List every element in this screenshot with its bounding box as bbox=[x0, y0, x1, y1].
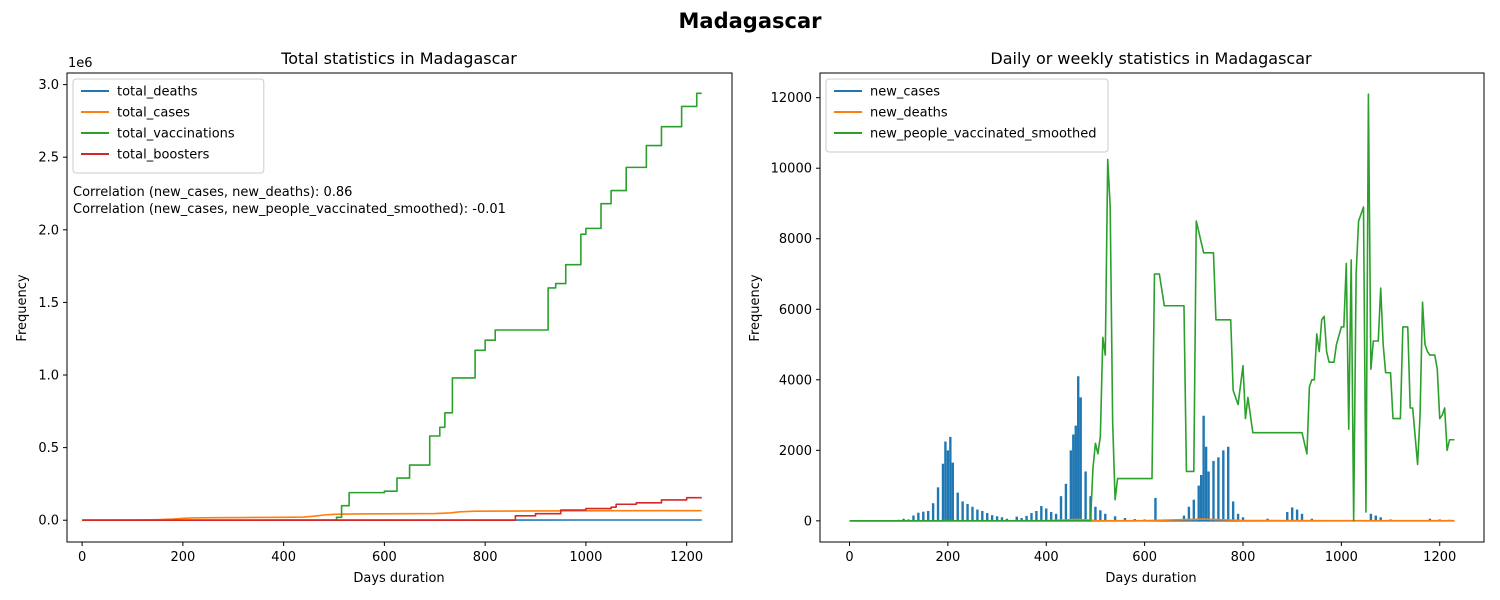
y-tick-label: 2.5 bbox=[38, 151, 59, 166]
x-tick-label: 400 bbox=[271, 550, 296, 565]
series-line-total-boosters bbox=[82, 496, 702, 522]
x-tick-label: 0 bbox=[845, 550, 853, 565]
x-tick-label: 1000 bbox=[569, 550, 602, 565]
y-tick-label: 8000 bbox=[779, 232, 812, 247]
panel-title-daily: Daily or weekly statistics in Madagascar bbox=[990, 49, 1312, 68]
daily-statistics-panel: Daily or weekly statistics in Madagascar… bbox=[748, 49, 1485, 586]
x-axis-label-daily: Days duration bbox=[1105, 571, 1196, 586]
y-tick-label: 3.0 bbox=[38, 78, 59, 93]
y-tick-label: 4000 bbox=[779, 373, 812, 388]
annotation-correlation-vaccinated: Correlation (new_cases, new_people_vacci… bbox=[73, 202, 506, 217]
figure-title: Madagascar bbox=[679, 9, 823, 33]
x-axis-label-total: Days duration bbox=[353, 571, 444, 586]
x-tick-label: 600 bbox=[1132, 550, 1157, 565]
y-tick-label: 6000 bbox=[779, 303, 812, 318]
series-line-new-people-vaccinated-smoothed bbox=[849, 93, 1455, 522]
y-tick-label: 0 bbox=[804, 514, 812, 529]
legend-label: total_cases bbox=[117, 106, 190, 121]
y-tick-label: 0.0 bbox=[38, 514, 59, 529]
plot-area bbox=[82, 92, 702, 522]
annotation-correlation-deaths: Correlation (new_cases, new_deaths): 0.8… bbox=[73, 185, 352, 200]
legend-label: new_cases bbox=[870, 85, 940, 100]
y-tick-label: 0.5 bbox=[38, 441, 59, 456]
x-tick-label: 1000 bbox=[1325, 550, 1358, 565]
series-line-total-cases bbox=[82, 509, 702, 522]
legend-label: total_boosters bbox=[117, 148, 210, 163]
x-tick-label: 800 bbox=[1231, 550, 1256, 565]
legend-label: total_deaths bbox=[117, 85, 198, 100]
y-tick-label: 2000 bbox=[779, 444, 812, 459]
total-statistics-panel: Total statistics in Madagascar 1e6 Days … bbox=[15, 49, 733, 586]
y-offset-label: 1e6 bbox=[68, 56, 93, 71]
panel-title-total: Total statistics in Madagascar bbox=[280, 49, 517, 68]
x-tick-label: 200 bbox=[935, 550, 960, 565]
axes-frame bbox=[819, 72, 1485, 543]
axes-frame bbox=[66, 72, 733, 543]
x-tick-label: 0 bbox=[78, 550, 86, 565]
y-tick-label: 12000 bbox=[771, 91, 812, 106]
y-axis-label-total: Frequency bbox=[15, 274, 30, 341]
y-tick-label: 1.0 bbox=[38, 369, 59, 384]
y-axis-label-daily: Frequency bbox=[748, 274, 763, 341]
legend: total_deaths total_cases total_vaccination… bbox=[72, 78, 265, 174]
legend-label: new_people_vaccinated_smoothed bbox=[870, 127, 1096, 142]
x-tick-label: 200 bbox=[170, 550, 195, 565]
legend: new_cases new_deaths new_people_vaccinated… bbox=[825, 78, 1109, 153]
legend-label: total_vaccinations bbox=[117, 127, 235, 142]
x-tick-label: 400 bbox=[1034, 550, 1059, 565]
series-line-total-vaccinations bbox=[82, 92, 702, 522]
plot-area bbox=[849, 93, 1455, 522]
x-tick-label: 600 bbox=[372, 550, 397, 565]
x-tick-label: 1200 bbox=[1423, 550, 1456, 565]
x-tick-label: 1200 bbox=[670, 550, 703, 565]
y-tick-label: 10000 bbox=[771, 162, 812, 177]
x-tick-label: 800 bbox=[473, 550, 498, 565]
y-tick-label: 1.5 bbox=[38, 296, 59, 311]
y-tick-label: 2.0 bbox=[38, 223, 59, 238]
legend-box bbox=[72, 78, 265, 174]
legend-label: new_deaths bbox=[870, 106, 948, 121]
legend-box bbox=[825, 78, 1109, 153]
